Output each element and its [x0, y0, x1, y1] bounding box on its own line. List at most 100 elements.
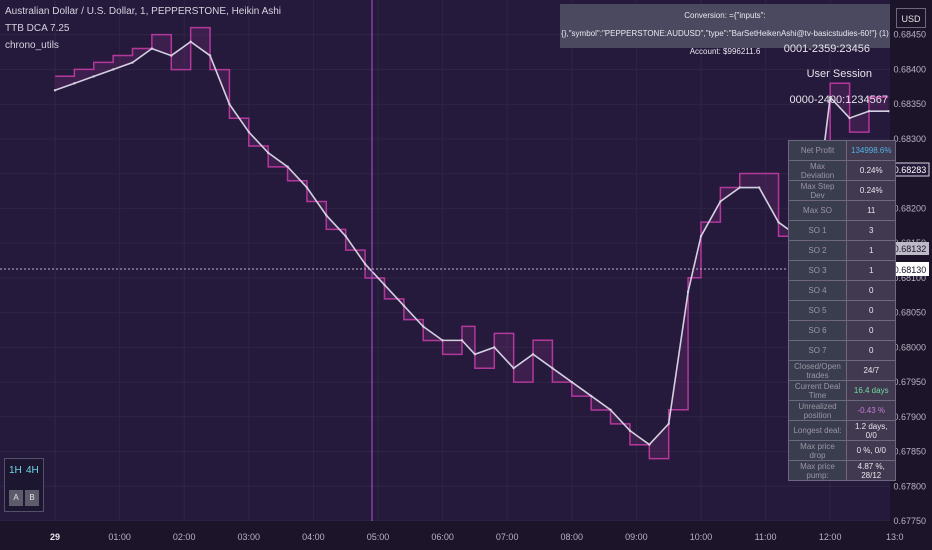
- price-point: [512, 366, 515, 370]
- price-point: [667, 422, 670, 425]
- chart-legend: Australian Dollar / U.S. Dollar, 1, PEPP…: [5, 3, 281, 54]
- price-point: [738, 186, 741, 189]
- price-point: [325, 214, 328, 217]
- stats-value: 0.24%: [845, 160, 897, 181]
- price-point: [286, 165, 289, 168]
- y-tick-label: 0.67800: [893, 481, 926, 491]
- y-tick-label: 0.67750: [893, 516, 926, 526]
- stats-key: Max price pump:: [788, 460, 847, 481]
- stats-key: Net Profit: [788, 140, 847, 161]
- stats-key: SO 6: [788, 320, 847, 341]
- x-tick-label: 08:00: [561, 532, 584, 542]
- price-point: [266, 151, 270, 155]
- conversion-tooltip: Conversion: ={"inputs":{},"symbol":"PEPP…: [560, 4, 890, 56]
- y-tick-label: 0.68050: [893, 308, 926, 318]
- price-point: [757, 186, 761, 189]
- conversion-text: Conversion: ={"inputs":{},"symbol":"PEPP…: [561, 11, 889, 38]
- stats-value: 0.24%: [845, 180, 897, 201]
- price-point: [848, 116, 851, 120]
- price-point: [551, 366, 554, 370]
- stats-row: Current Deal Time 16.4 days: [788, 380, 897, 401]
- stats-value: 24/7: [845, 360, 897, 381]
- indicator-chrono-utils[interactable]: chrono_utils: [5, 40, 59, 51]
- y-tick-label: 0.67850: [893, 447, 926, 457]
- price-point: [628, 429, 632, 432]
- price-point: [131, 61, 134, 64]
- button-b[interactable]: B: [25, 490, 39, 506]
- x-tick-label: 03:00: [238, 532, 261, 542]
- stats-row: Longest deal: 1.2 days, 0/0: [788, 420, 897, 441]
- price-point: [589, 394, 593, 398]
- stats-key: SO 4: [788, 280, 847, 301]
- currency-button[interactable]: USD: [896, 8, 926, 28]
- indicator-ttb-dca[interactable]: TTB DCA 7.25: [5, 23, 70, 34]
- marker-price-box: [891, 242, 929, 255]
- stats-value: 0: [845, 280, 897, 301]
- price-point: [53, 89, 57, 92]
- x-tick-label: 02:00: [173, 532, 196, 542]
- time-axis-panel: [0, 521, 890, 550]
- y-tick-label: 0.68400: [893, 64, 926, 74]
- price-point: [208, 54, 212, 57]
- x-tick-label: 10:00: [690, 532, 713, 542]
- x-tick-label: 13:0: [886, 532, 904, 542]
- price-point: [493, 346, 496, 349]
- stats-row: Closed/Open trades 24/7: [788, 360, 897, 381]
- price-point: [422, 325, 425, 328]
- crosshair-price-box: [891, 262, 929, 276]
- time-axis: 29 01:00 02:00 03:00 04:00 05:00 06:00 07:00 08:…: [50, 532, 904, 542]
- stats-key: Current Deal Time: [788, 380, 847, 401]
- session-range-2: 0000-2400:1234567: [789, 94, 888, 106]
- price-point: [829, 96, 832, 99]
- button-a[interactable]: A: [9, 490, 23, 506]
- price-point: [305, 186, 309, 189]
- price-point: [609, 408, 612, 412]
- stats-row: Max Step Dev 0.24%: [788, 180, 897, 201]
- stats-key: Closed/Open trades: [788, 360, 847, 381]
- stats-key: SO 7: [788, 340, 847, 361]
- stats-row: Net Profit 134998.6%: [788, 140, 897, 161]
- timeframe-4h[interactable]: 4H: [26, 465, 39, 476]
- price-point: [150, 47, 154, 50]
- y-tick-label: 0.68450: [893, 30, 926, 40]
- price-point: [699, 234, 703, 238]
- stats-row: Max price pump: 4.87 %, 28/12: [788, 460, 897, 481]
- price-point: [473, 353, 477, 356]
- y-tick-label: 0.67900: [893, 412, 926, 422]
- y-tick-label: 0.68300: [893, 134, 926, 144]
- stats-key: SO 3: [788, 260, 847, 281]
- symbol-title[interactable]: Australian Dollar / U.S. Dollar, 1, PEPP…: [5, 6, 282, 17]
- timeframe-widget: 1H 4H A B: [4, 458, 44, 512]
- price-point: [344, 234, 347, 238]
- stats-row: Max Deviation 0.24%: [788, 160, 897, 181]
- stats-value: 0 %, 0/0: [845, 440, 897, 461]
- price-point: [686, 290, 690, 293]
- stats-key: Longest deal:: [788, 420, 847, 441]
- x-tick-label: 29: [50, 532, 60, 542]
- stats-key: SO 1: [788, 220, 847, 241]
- price-point: [719, 200, 722, 203]
- y-tick-label: 0.68200: [893, 203, 926, 213]
- price-point: [92, 75, 95, 78]
- plot-background: [0, 0, 890, 521]
- y-tick-label: 0.67950: [893, 377, 926, 387]
- stats-key: Max Step Dev: [788, 180, 847, 201]
- price-point: [247, 130, 250, 134]
- session-label: User Session: [806, 68, 872, 80]
- x-tick-label: 05:00: [367, 532, 390, 542]
- stats-key: Unrealized position: [788, 400, 847, 421]
- stats-value: 1.2 days, 0/0: [845, 420, 897, 441]
- x-tick-label: 07:00: [496, 532, 519, 542]
- account-balance: Account: $996211.6: [689, 47, 761, 56]
- timeframe-1h[interactable]: 1H: [9, 465, 22, 476]
- price-axis: 0.684500.684000.683500.683000.682500.682…: [893, 30, 926, 526]
- price-point: [648, 443, 651, 446]
- price-point: [189, 40, 192, 43]
- crosshair-price-label: 0.68130: [894, 265, 927, 275]
